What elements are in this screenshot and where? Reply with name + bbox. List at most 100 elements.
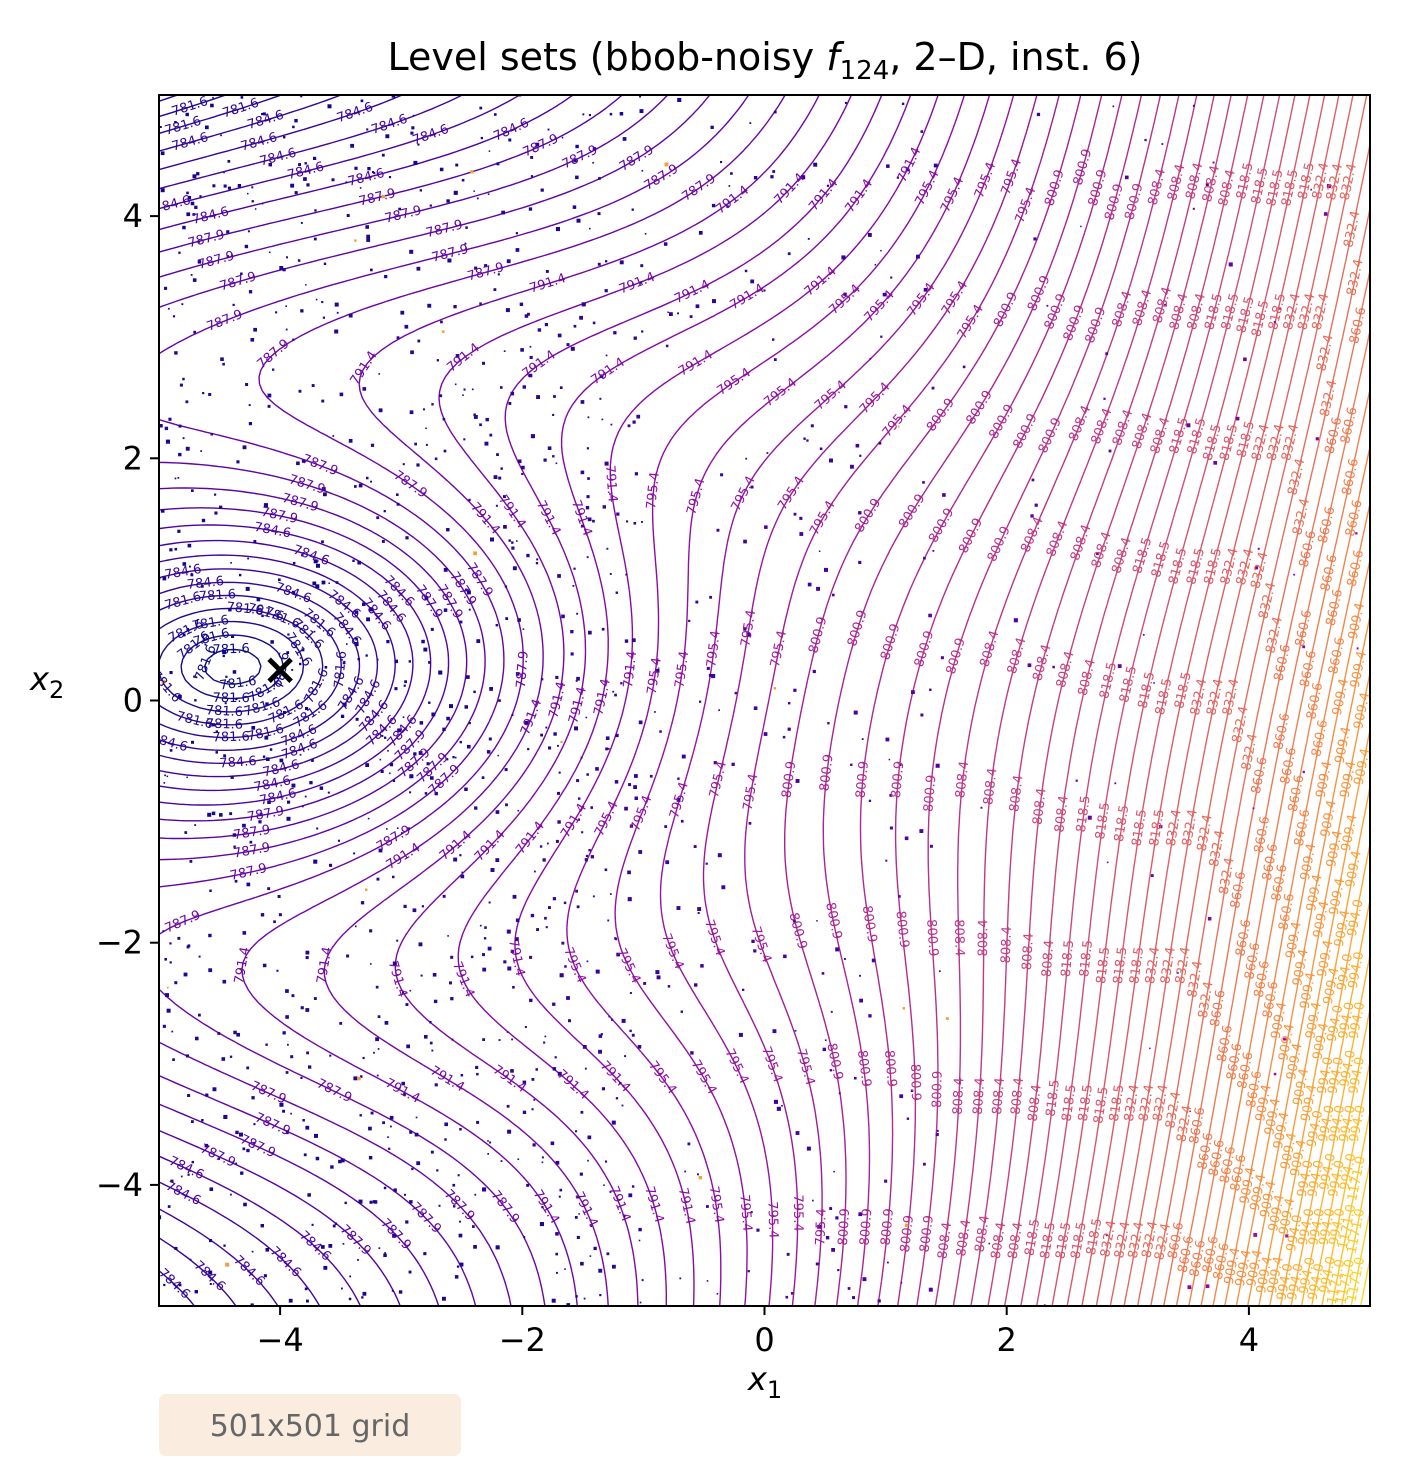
noise-speck <box>583 1297 586 1300</box>
contour-label-221: 800.9 <box>845 608 871 648</box>
noise-speck <box>1046 304 1049 307</box>
noise-speck <box>634 774 638 778</box>
noise-speck <box>416 266 421 271</box>
noise-speck <box>442 1296 446 1301</box>
noise-speck <box>716 1293 719 1295</box>
noise-speck <box>370 480 372 483</box>
noise-speck <box>636 414 641 419</box>
noise-speck <box>314 209 317 212</box>
noise-speck <box>432 973 437 977</box>
noise-speck <box>387 1136 389 1138</box>
noise-speck <box>429 1021 432 1024</box>
noise-speck <box>191 489 194 492</box>
noise-speck <box>628 1193 633 1198</box>
noise-speck <box>180 1175 183 1178</box>
noise-speck <box>554 1056 557 1059</box>
noise-speck <box>838 1092 841 1095</box>
contour-label-57: 784.6 <box>253 773 292 795</box>
noise-speck <box>782 735 786 739</box>
noise-speck <box>837 1269 840 1272</box>
noise-speck <box>430 776 434 780</box>
noise-speck <box>170 1179 174 1183</box>
noise-speck <box>267 393 272 398</box>
noise-speck <box>677 97 682 102</box>
noise-speck <box>772 338 775 341</box>
contour-label-379: 832.4 <box>1152 1222 1174 1261</box>
contour-label-81: 787.9 <box>521 131 561 160</box>
noise-speck <box>360 901 365 905</box>
noise-speck <box>564 1268 566 1270</box>
noise-speck <box>575 144 579 149</box>
noise-speck <box>632 420 636 424</box>
contour-label-218: 800.9 <box>854 1049 874 1088</box>
noise-speck <box>444 1138 447 1141</box>
noise-speck <box>923 556 926 560</box>
noise-speck <box>923 288 928 292</box>
contour-label-235: 800.9 <box>898 1214 917 1253</box>
noise-speck <box>602 505 606 509</box>
noise-speck <box>267 800 271 804</box>
noise-speck <box>392 875 395 879</box>
noise-speck <box>1254 566 1259 570</box>
contour-line-63 <box>1350 1211 1370 1306</box>
noise-speck <box>251 186 254 189</box>
noise-speck <box>334 1222 338 1225</box>
noise-speck <box>189 1258 192 1261</box>
noise-speck <box>202 392 205 395</box>
noise-speck <box>680 1010 683 1013</box>
noise-speck <box>385 134 390 139</box>
noise-speck <box>388 1147 391 1150</box>
y-tick-label: 2 <box>123 439 143 477</box>
noise-speck <box>587 416 590 419</box>
contour-label-108: 787.9 <box>642 162 682 194</box>
noise-speck <box>228 608 232 612</box>
noise-speck <box>506 259 511 264</box>
contour-label-461: 909.4 <box>1266 1193 1288 1232</box>
noise-speck <box>409 1130 413 1134</box>
contour-label-280: 808.4 <box>989 1221 1010 1260</box>
noise-speck <box>615 591 618 594</box>
contour-label-84: 787.9 <box>232 823 271 844</box>
noise-speck <box>450 955 454 959</box>
noise-speck <box>552 455 555 458</box>
contour-label-197: 795.4 <box>939 278 971 318</box>
contour-label-380: 832.4 <box>1174 1104 1195 1143</box>
contour-label-329: 818.5 <box>1153 677 1176 717</box>
noise-speck <box>980 806 983 809</box>
contour-label-0: 781.6 <box>219 674 258 694</box>
noise-speck <box>287 1043 289 1046</box>
noise-speck <box>695 304 700 309</box>
noise-speck <box>402 463 405 466</box>
noise-speck <box>634 796 638 800</box>
noise-speck <box>624 1055 627 1058</box>
noise-speck <box>886 164 890 168</box>
noise-speck <box>610 1018 614 1021</box>
noise-speck <box>378 373 380 375</box>
noise-speck <box>726 205 729 208</box>
noise-speck <box>593 1246 597 1251</box>
noise-speck <box>291 994 295 998</box>
noise-speck <box>460 1074 464 1077</box>
noise-speck <box>314 1133 318 1138</box>
noise-speck <box>250 338 255 342</box>
contour-label-334: 818.5 <box>1084 1217 1105 1256</box>
noise-speck <box>237 184 242 188</box>
noise-speck <box>291 590 296 595</box>
noise-speck <box>434 457 438 461</box>
noise-speck <box>517 1158 520 1160</box>
noise-speck <box>576 905 580 909</box>
noise-speck <box>418 942 423 947</box>
contour-label-352: 832.4 <box>1112 1220 1133 1259</box>
contour-label-374: 832.4 <box>1230 705 1252 744</box>
noise-speck <box>609 573 612 575</box>
noise-speck <box>459 620 463 624</box>
contour-label-438: 909.4 <box>1298 842 1320 881</box>
noise-speck <box>276 969 279 972</box>
contour-line-21 <box>566 95 966 1306</box>
contour-label-281: 808.4 <box>1009 1077 1028 1116</box>
noise-speck <box>932 550 935 552</box>
contour-label-180: 795.4 <box>938 175 967 215</box>
noise-speck <box>453 305 457 309</box>
noise-speck <box>528 207 533 211</box>
noise-speck <box>194 824 197 826</box>
